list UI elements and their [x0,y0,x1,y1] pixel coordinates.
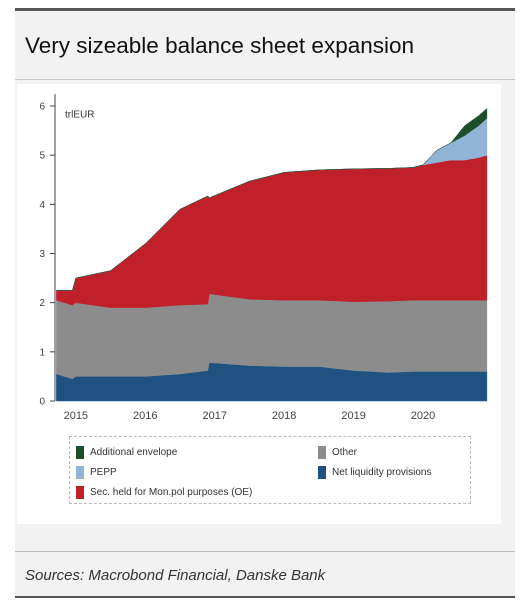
x-tick-label-2016: 2016 [133,410,157,422]
legend-label-other: Other [332,447,358,458]
title-divider [15,79,515,80]
y-tick-label-2: 2 [39,298,45,309]
legend-swatch-additional-envelope [76,446,84,459]
y-tick-label-0: 0 [39,397,45,408]
legend-label-pepp: PEPP [90,467,117,478]
bottom-rule [15,596,515,598]
chart-title: Very sizeable balance sheet expansion [25,33,415,58]
stacked-area-chart: 0 1 2 3 4 5 6 2015 2016 2017 2018 2019 2020 trlEUR [39,94,488,422]
chart-panel: Very sizeable balance sheet expansion 0 1… [15,8,515,598]
legend-label-net-liquidity: Net liquidity provisions [332,467,432,478]
x-tick-label-2017: 2017 [202,410,226,422]
legend-item-sec-held: Sec. held for Mon.pol purposes (OE) [76,486,252,499]
unit-label: trlEUR [65,109,94,120]
x-tick-label-2018: 2018 [272,410,296,422]
legend-item-other: Other [318,446,357,459]
legend-item-net-liquidity: Net liquidity provisions [318,466,432,479]
y-tick-label-6: 6 [39,102,45,113]
x-tick-label-2015: 2015 [64,410,88,422]
y-tick-label-5: 5 [39,151,45,162]
chart-legend: Additional envelope Other PEPP Net liqui… [69,436,471,504]
y-tick-label-4: 4 [39,200,45,211]
legend-label-sec-held: Sec. held for Mon.pol purposes (OE) [90,487,253,498]
chart-area: 0 1 2 3 4 5 6 2015 2016 2017 2018 2019 2020 trlEUR Ad… [17,84,501,524]
legend-item-additional-envelope: Additional envelope [76,446,177,459]
legend-swatch-net-liquidity [318,466,326,479]
y-tick-label-1: 1 [39,347,45,358]
x-tick-label-2020: 2020 [411,410,435,422]
y-tick-label-3: 3 [39,249,45,260]
series-area-sec-held [56,154,488,308]
source-divider [15,551,515,552]
legend-label-additional-envelope: Additional envelope [90,447,178,458]
legend-swatch-sec-held [76,486,84,499]
series-area-additional-envelope [56,107,488,291]
legend-item-pepp: PEPP [76,466,117,479]
legend-swatch-pepp [76,466,84,479]
x-tick-label-2019: 2019 [341,410,365,422]
source-note: Sources: Macrobond Financial, Danske Ban… [25,567,326,584]
legend-swatch-other [318,446,326,459]
